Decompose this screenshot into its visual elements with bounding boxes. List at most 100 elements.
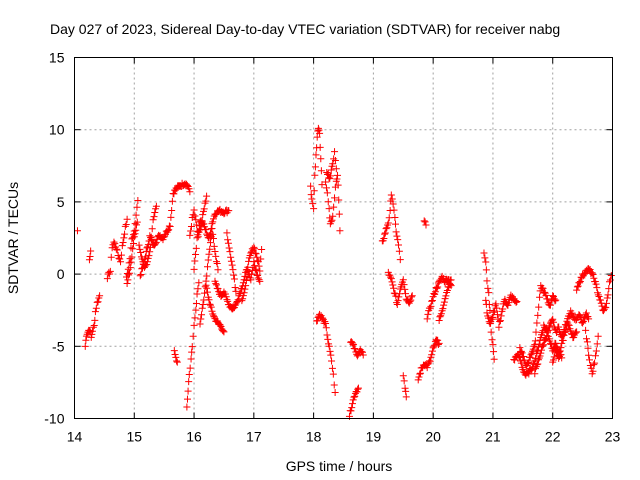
data-point [574,282,582,290]
data-point [146,232,154,240]
data-point [250,258,258,266]
axis-ticks [74,57,613,419]
data-point [595,292,603,300]
data-point [483,309,491,317]
data-point [535,356,543,364]
data-point [428,347,436,355]
data-point [203,284,211,292]
data-point [534,311,542,319]
data-point [186,231,194,239]
data-point [202,226,210,234]
data-point [489,313,497,321]
data-point [224,236,232,244]
data-point [381,230,389,238]
data-point [416,370,424,378]
data-point [528,365,536,373]
data-point [172,353,180,361]
data-point [255,276,263,284]
data-point [242,282,250,290]
data-point [402,393,410,401]
data-point [531,341,539,349]
data-point [536,293,544,301]
data-point [329,212,337,220]
data-point [350,393,358,401]
data-point [93,298,101,306]
data-point [387,191,395,199]
data-point [110,238,118,246]
data-point [255,262,263,270]
data-point [117,251,125,259]
data-point [132,211,140,219]
data-point [507,291,515,299]
data-point [331,148,339,156]
data-point [513,298,521,306]
data-point [252,266,260,274]
data-point [359,351,367,359]
data-point [213,317,221,325]
data-point [318,181,326,189]
y-tick-label: -10 [44,411,64,427]
data-point [591,352,599,360]
data-point [432,336,440,344]
data-point [489,341,497,349]
data-point [333,175,341,183]
data-point [185,185,193,193]
data-point [542,291,550,299]
data-point [123,215,131,223]
data-point [606,278,614,286]
data-point [189,332,197,340]
data-point [307,191,315,199]
data-point [248,248,256,256]
data-point [168,197,176,205]
data-point [323,189,331,197]
data-point [539,284,547,292]
data-point [549,318,557,326]
data-point [88,327,96,335]
data-point [582,335,590,343]
data-point [588,269,596,277]
data-point [407,293,415,301]
data-point [532,355,540,363]
data-point [401,285,409,293]
data-point [205,250,213,258]
data-point [420,217,428,225]
data-point [334,171,342,179]
x-tick-label: 19 [366,429,382,445]
data-point [193,290,201,298]
data-point [593,340,601,348]
data-point [594,291,602,299]
data-point [495,323,503,331]
data-point [524,359,532,367]
y-tick-label: -5 [52,338,65,354]
x-tick-label: 23 [605,429,621,445]
data-point [220,210,228,218]
data-point [565,321,573,329]
data-point [230,271,238,279]
data-point [192,251,200,259]
data-point [183,395,191,403]
data-point [189,211,197,219]
data-point [185,378,193,386]
data-point [91,308,99,316]
data-point [210,242,218,250]
data-point [253,271,261,279]
data-point [317,167,325,175]
data-point [381,229,389,237]
data-point [239,292,247,300]
data-point [201,283,209,291]
data-point [604,291,612,299]
data-point [211,248,219,256]
data-point [171,351,179,359]
data-point [122,221,130,229]
data-point [90,322,98,330]
data-point [324,198,332,206]
data-point [579,317,587,325]
data-point [190,321,198,329]
data-point [390,289,398,297]
data-point [87,247,95,255]
data-point [316,310,324,318]
data-point [442,292,450,300]
data-point [327,166,335,174]
data-point [405,299,413,307]
data-point [313,317,321,325]
